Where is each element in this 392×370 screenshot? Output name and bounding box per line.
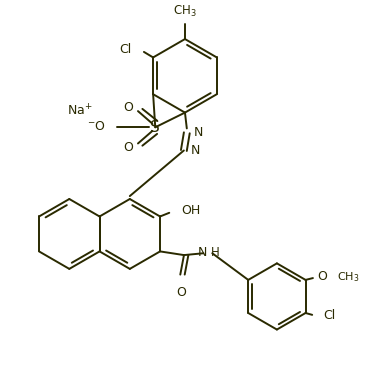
Text: S: S	[151, 120, 160, 135]
Text: O: O	[123, 101, 133, 114]
Text: $^{-}$O: $^{-}$O	[87, 120, 105, 133]
Text: Cl: Cl	[323, 309, 336, 322]
Text: N: N	[198, 246, 207, 259]
Text: Na$^{+}$: Na$^{+}$	[67, 103, 93, 118]
Text: N: N	[193, 126, 203, 139]
Text: O: O	[318, 270, 327, 283]
Text: Cl: Cl	[119, 43, 131, 56]
Text: O: O	[176, 286, 186, 299]
Text: N: N	[191, 144, 200, 157]
Text: H: H	[211, 246, 220, 259]
Text: O: O	[123, 141, 133, 154]
Text: CH$_3$: CH$_3$	[173, 4, 197, 19]
Text: OH: OH	[181, 205, 201, 218]
Text: CH$_3$: CH$_3$	[337, 270, 359, 284]
